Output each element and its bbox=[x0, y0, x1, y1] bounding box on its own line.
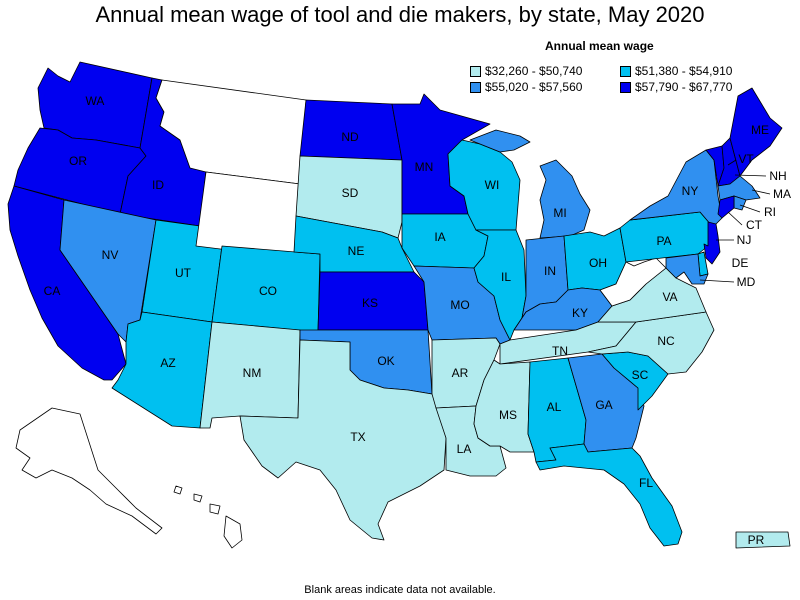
label-ny: NY bbox=[682, 184, 699, 198]
map-title: Annual mean wage of tool and die makers,… bbox=[95, 2, 705, 27]
legend-label-4: $57,790 - $67,770 bbox=[635, 80, 733, 94]
legend-swatch-2 bbox=[620, 65, 631, 77]
leader-vt bbox=[727, 159, 737, 166]
label-ia: IA bbox=[434, 230, 445, 244]
state-nc[interactable] bbox=[587, 311, 715, 375]
label-nm: NM bbox=[243, 366, 262, 380]
state-ct[interactable] bbox=[717, 195, 735, 219]
label-va: VA bbox=[662, 290, 677, 304]
legend-swatch-1 bbox=[470, 65, 481, 77]
label-al: AL bbox=[547, 400, 562, 414]
label-me: ME bbox=[751, 123, 769, 137]
label-or: OR bbox=[69, 154, 87, 168]
legend-label-2: $51,380 - $54,910 bbox=[635, 64, 733, 78]
label-nc: NC bbox=[657, 334, 675, 348]
state-mi[interactable] bbox=[469, 129, 591, 239]
label-ks: KS bbox=[362, 296, 378, 310]
label-oh: OH bbox=[589, 256, 607, 270]
label-nv: NV bbox=[102, 248, 119, 262]
label-in: IN bbox=[544, 264, 556, 278]
state-fl[interactable] bbox=[535, 443, 683, 547]
label-az: AZ bbox=[160, 356, 175, 370]
state-hi[interactable] bbox=[173, 485, 243, 549]
label-ma: MA bbox=[773, 187, 791, 201]
legend-swatch-3 bbox=[470, 81, 481, 93]
label-tn: TN bbox=[552, 344, 568, 358]
state-ny[interactable] bbox=[629, 149, 723, 227]
label-ne: NE bbox=[348, 244, 365, 258]
label-ga: GA bbox=[595, 398, 612, 412]
label-nj: NJ bbox=[737, 233, 752, 247]
legend-item-3: $55,020 - $57,560 bbox=[470, 80, 582, 94]
label-mo: MO bbox=[450, 298, 469, 312]
leader-ri bbox=[739, 204, 761, 213]
label-ms: MS bbox=[499, 408, 517, 422]
label-md: MD bbox=[737, 275, 756, 289]
label-pr: PR bbox=[748, 533, 765, 547]
state-tx[interactable] bbox=[239, 339, 447, 541]
leader-ct bbox=[727, 211, 743, 226]
legend-title: Annual mean wage bbox=[545, 39, 654, 53]
label-sd: SD bbox=[342, 186, 359, 200]
state-nj[interactable] bbox=[703, 221, 721, 265]
label-ri: RI bbox=[764, 205, 776, 219]
label-ca: CA bbox=[44, 284, 61, 298]
label-nd: ND bbox=[341, 130, 359, 144]
legend-item-4: $57,790 - $67,770 bbox=[620, 80, 732, 94]
label-pa: PA bbox=[656, 234, 671, 248]
label-ar: AR bbox=[452, 366, 469, 380]
label-de: DE bbox=[732, 256, 749, 270]
label-co: CO bbox=[259, 284, 277, 298]
label-nh: NH bbox=[769, 169, 786, 183]
state-ak[interactable] bbox=[15, 407, 163, 535]
leader-nh bbox=[734, 174, 767, 177]
label-sc: SC bbox=[632, 368, 649, 382]
label-wa: WA bbox=[86, 94, 105, 108]
state-md[interactable] bbox=[665, 253, 709, 285]
state-wi[interactable] bbox=[447, 139, 521, 231]
label-id: ID bbox=[152, 178, 164, 192]
label-fl: FL bbox=[639, 476, 653, 490]
label-mi: MI bbox=[553, 206, 566, 220]
label-vt: VT bbox=[738, 152, 754, 166]
label-la: LA bbox=[457, 442, 472, 456]
legend-label-3: $55,020 - $57,560 bbox=[485, 80, 583, 94]
legend-swatch-4 bbox=[620, 81, 631, 93]
label-tx: TX bbox=[350, 430, 365, 444]
label-ct: CT bbox=[746, 218, 763, 232]
leader-ma bbox=[751, 189, 771, 195]
label-mn: MN bbox=[415, 160, 434, 174]
legend-item-2: $51,380 - $54,910 bbox=[620, 64, 732, 78]
legend-item-1: $32,260 - $50,740 bbox=[470, 64, 582, 78]
label-il: IL bbox=[501, 270, 511, 284]
leader-md bbox=[699, 279, 735, 283]
state-il[interactable] bbox=[473, 229, 527, 341]
legend-label-1: $32,260 - $50,740 bbox=[485, 64, 583, 78]
label-wi: WI bbox=[485, 178, 500, 192]
label-ok: OK bbox=[377, 354, 394, 368]
state-me[interactable] bbox=[729, 87, 783, 177]
footnote: Blank areas indicate data not available. bbox=[304, 584, 496, 596]
label-ut: UT bbox=[175, 266, 192, 280]
state-wy[interactable] bbox=[195, 171, 301, 259]
state-pr[interactable] bbox=[735, 531, 791, 549]
label-ky: KY bbox=[572, 306, 588, 320]
